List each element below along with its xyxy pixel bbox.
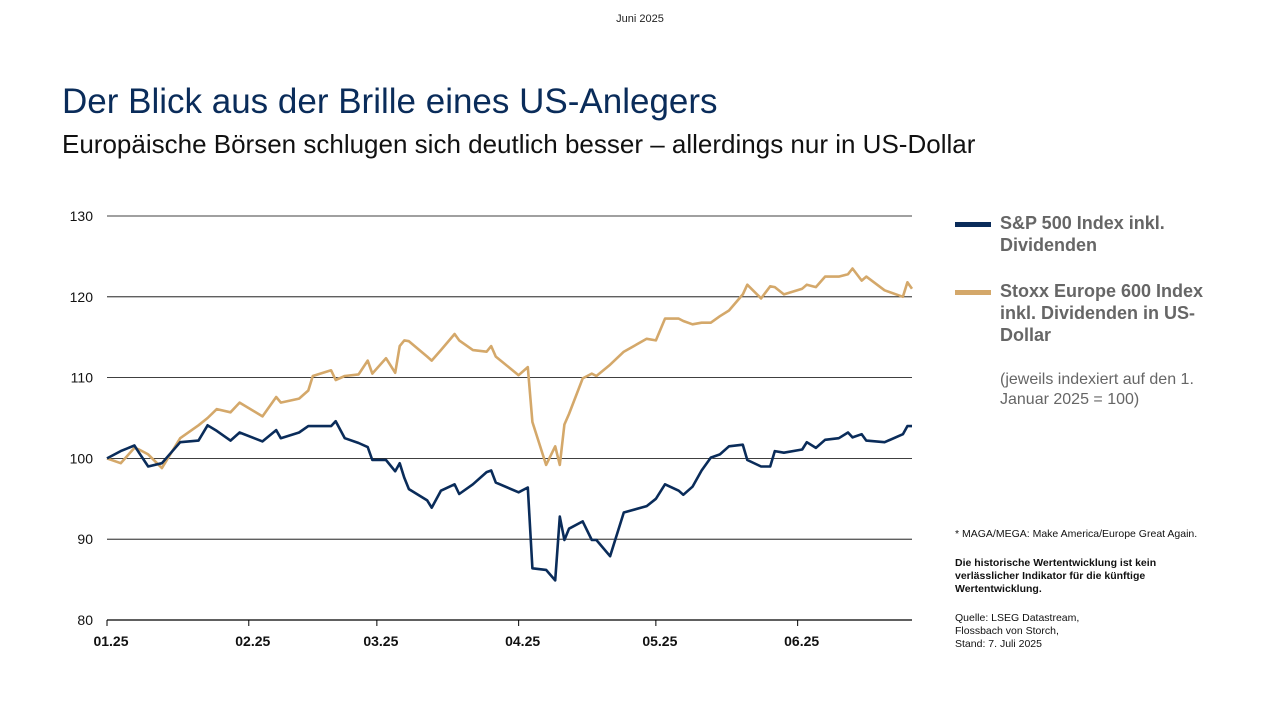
y-tick-label: 120 xyxy=(70,289,94,305)
legend-item: Stoxx Europe 600 Index inkl. Dividenden … xyxy=(955,280,1215,346)
x-tick-label: 06.25 xyxy=(784,633,819,649)
x-tick-label: 02.25 xyxy=(235,633,270,649)
disclaimer: Die historische Wertentwicklung ist kein… xyxy=(955,557,1157,595)
y-tick-label: 90 xyxy=(77,531,93,547)
legend-swatch xyxy=(955,222,991,227)
y-tick-label: 130 xyxy=(70,208,94,224)
series-line xyxy=(106,267,914,470)
x-tick-label: 04.25 xyxy=(505,633,540,649)
chart-title: Der Blick aus der Brille eines US-Anlege… xyxy=(62,82,718,121)
x-tick-label: 03.25 xyxy=(363,633,398,649)
date-label: Juni 2025 xyxy=(616,13,664,25)
note: (jeweils indexiert auf den 1. Januar 202… xyxy=(1000,371,1194,408)
legend-label: Stoxx Europe 600 Index inkl. Dividenden … xyxy=(1000,281,1204,345)
y-tick-label: 110 xyxy=(71,370,94,386)
x-tick-label: 05.25 xyxy=(642,633,677,649)
footnote: * MAGA/MEGA: Make America/Europe Great A… xyxy=(955,528,1198,540)
y-tick-label: 100 xyxy=(70,450,94,466)
legend-item: S&P 500 Index inkl. Dividenden xyxy=(955,212,1215,256)
y-tick-label: 80 xyxy=(77,612,93,628)
legend-swatch xyxy=(955,290,991,295)
source: Quelle: LSEG Datastream, Flossbach von S… xyxy=(955,612,1080,650)
plot: 80 90 100 110 120 130 01.25 02.25 03.25 04.25 05.2… xyxy=(70,208,914,649)
chart-subtitle: Europäische Börsen schlugen sich deutlic… xyxy=(62,129,976,159)
legend-label: S&P 500 Index inkl. Dividenden xyxy=(1000,213,1165,255)
x-tick-label: 01.25 xyxy=(93,633,128,649)
series-line xyxy=(106,419,912,582)
